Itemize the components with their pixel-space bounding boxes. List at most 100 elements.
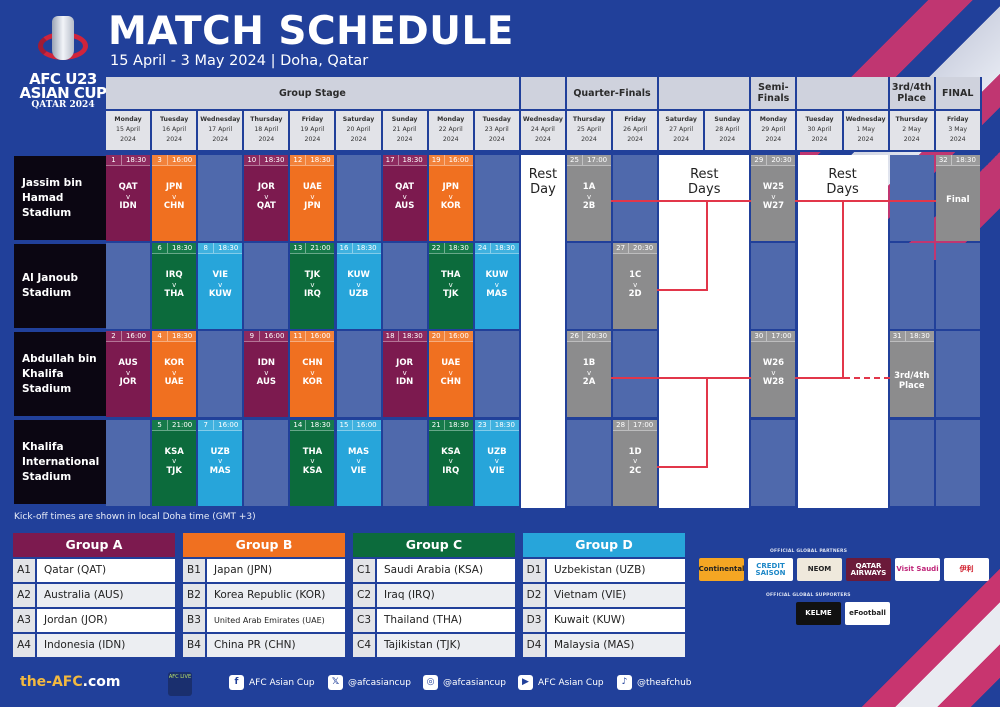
match-1[interactable]: 1 18:30 QAT v IDN [106, 155, 151, 241]
match-5[interactable]: 5 21:00 KSA v TJK [152, 419, 197, 506]
social-link-instagram[interactable]: ◎ @afcasiancup [423, 675, 506, 690]
match-header: 25 17:00 [567, 155, 612, 166]
weekday: Saturday [665, 116, 697, 123]
team-row: D1 Uzbekistan (UZB) [523, 559, 685, 582]
kickoff-time: 16:00 [218, 420, 239, 429]
match-teams: IDN v AUS [244, 359, 288, 388]
venue-column: Jassim bin Hamad Stadium Al Janoub Stadi… [13, 155, 107, 507]
match-9[interactable]: 9 16:00 IDN v AUS [244, 331, 289, 418]
day-header: Monday 29 April 2024 [751, 111, 798, 152]
year: 2024 [949, 136, 966, 143]
team-row: A4 Indonesia (IDN) [13, 634, 175, 657]
match-17[interactable]: 17 18:30 QAT v AUS [382, 155, 427, 241]
social-link-youtube[interactable]: ▶ AFC Asian Cup [518, 675, 604, 690]
match-2[interactable]: 2 16:00 AUS v JOR [106, 331, 151, 418]
away-team: KSA [302, 465, 323, 476]
match-19[interactable]: 19 16:00 JPN v KOR [428, 155, 473, 241]
phase-header [520, 77, 567, 111]
match-31[interactable]: 31 18:30 3rd/4th Place [889, 331, 934, 418]
match-29[interactable]: 29 20:30 W25 v W27 [751, 155, 796, 241]
team-row: A3 Jordan (JOR) [13, 609, 175, 632]
match-3[interactable]: 3 16:00 JPN v CHN [152, 155, 197, 241]
afc-live-logo: AFC LIVE [168, 672, 192, 696]
year: 2024 [811, 136, 828, 143]
date: 20 April [346, 126, 371, 133]
team-row: A1 Qatar (QAT) [13, 559, 175, 582]
away-team: KOR [440, 201, 461, 211]
away-team: THA [164, 289, 184, 300]
match-teams: UZB v MAS [198, 447, 242, 477]
match-header: 7 16:00 [198, 419, 243, 431]
match-8[interactable]: 8 18:30 VIE v KUW [198, 243, 243, 330]
group-d: Group D D1 Uzbekistan (UZB) D2 Vietnam (VIE)… [523, 533, 685, 659]
weekday: Tuesday [805, 116, 834, 123]
team-row: D4 Malaysia (MAS) [523, 634, 685, 657]
match-6[interactable]: 6 18:30 IRQ v THA [152, 243, 197, 330]
match-18[interactable]: 18 18:30 JOR v IDN [382, 331, 427, 418]
schedule-header-grid: Group Stage Quarter-Finals Semi-Finals 3rd/… [106, 77, 982, 152]
match-teams: JOR v IDN [383, 359, 427, 388]
match-28[interactable]: 28 17:00 1D v 2C [613, 419, 658, 506]
match-23[interactable]: 23 18:30 UZB v VIE [474, 419, 519, 506]
match-16[interactable]: 16 18:30 KUW v UZB [336, 243, 381, 330]
match-15[interactable]: 15 16:00 MAS v VIE [336, 419, 381, 506]
match-10[interactable]: 10 18:30 JOR v QAT [244, 155, 289, 241]
match-13[interactable]: 13 21:00 TJK v IRQ [290, 243, 335, 330]
social-link-x[interactable]: 𝕏 @afcasiancup [328, 675, 411, 690]
year: 2024 [442, 136, 459, 143]
match-14[interactable]: 14 18:30 THA v KSA [290, 419, 335, 506]
match-number: 18 [383, 331, 399, 342]
kickoff-time: 17:00 [771, 332, 792, 341]
match-22[interactable]: 22 18:30 THA v TJK [428, 243, 473, 330]
empty-slot [106, 243, 151, 330]
website-link[interactable]: the-AFC.com [20, 674, 120, 690]
match-12[interactable]: 12 18:30 UAE v JPN [290, 155, 335, 241]
away-team: TJK [166, 465, 182, 476]
team-seed: D2 [523, 584, 545, 607]
versus: v [310, 457, 315, 466]
match-32[interactable]: 32 18:30 Final [935, 155, 980, 241]
team-seed: A1 [13, 559, 35, 582]
match-number: 13 [290, 243, 307, 254]
team-name: Malaysia (MAS) [547, 634, 685, 657]
bracket-line [795, 200, 936, 202]
empty-slot [198, 331, 243, 418]
match-teams: W25 v W27 [751, 182, 795, 212]
group-title: Group D [523, 533, 685, 557]
match-number: 15 [337, 419, 353, 430]
match-number: 31 [890, 331, 906, 342]
match-number: 16 [337, 243, 353, 254]
year: 2024 [581, 136, 597, 143]
website-prefix: the-AFC [20, 674, 83, 690]
social-handle: AFC Asian Cup [249, 677, 315, 688]
match-11[interactable]: 11 16:00 CHN v KOR [290, 331, 335, 418]
group-a: Group A A1 Qatar (QAT) A2 Australia (AUS) A3 J… [13, 533, 175, 659]
home-team: TJK [304, 270, 321, 281]
versus: v [448, 368, 453, 377]
match-27[interactable]: 27 20:30 1C v 2D [613, 243, 658, 330]
home-team: W25 [762, 182, 785, 192]
match-7[interactable]: 7 16:00 UZB v MAS [198, 419, 243, 506]
day-header: Tuesday 23 April 2024 [474, 111, 521, 152]
logo-line-3: QATAR 2024 [31, 100, 95, 110]
home-team: QAT [118, 182, 138, 192]
match-21[interactable]: 21 18:30 KSA v IRQ [428, 419, 473, 506]
social-link-tiktok[interactable]: ♪ @theafchub [617, 675, 692, 690]
away-team: IDN [395, 377, 414, 388]
match-4[interactable]: 4 18:30 KOR v UAE [152, 331, 197, 418]
match-20[interactable]: 20 16:00 UAE v CHN [428, 331, 473, 418]
away-team: CHN [163, 201, 185, 211]
logo-line-1: AFC U23 [29, 70, 97, 88]
versus: v [633, 457, 638, 466]
bracket-line [706, 200, 709, 291]
year: 2024 [765, 136, 782, 143]
match-30[interactable]: 30 17:00 W26 v W28 [751, 331, 796, 418]
match-25[interactable]: 25 17:00 1A v 2B [567, 155, 612, 241]
social-link-facebook[interactable]: f AFC Asian Cup [229, 675, 315, 690]
match-26[interactable]: 26 20:30 1B v 2A [567, 331, 612, 418]
year: 2024 [166, 136, 183, 143]
match-header: 30 17:00 [751, 331, 796, 343]
rest-label-line2: Day [530, 182, 556, 197]
match-teams: 1A v 2B [567, 182, 611, 212]
match-24[interactable]: 24 18:30 KUW v MAS [474, 243, 519, 330]
